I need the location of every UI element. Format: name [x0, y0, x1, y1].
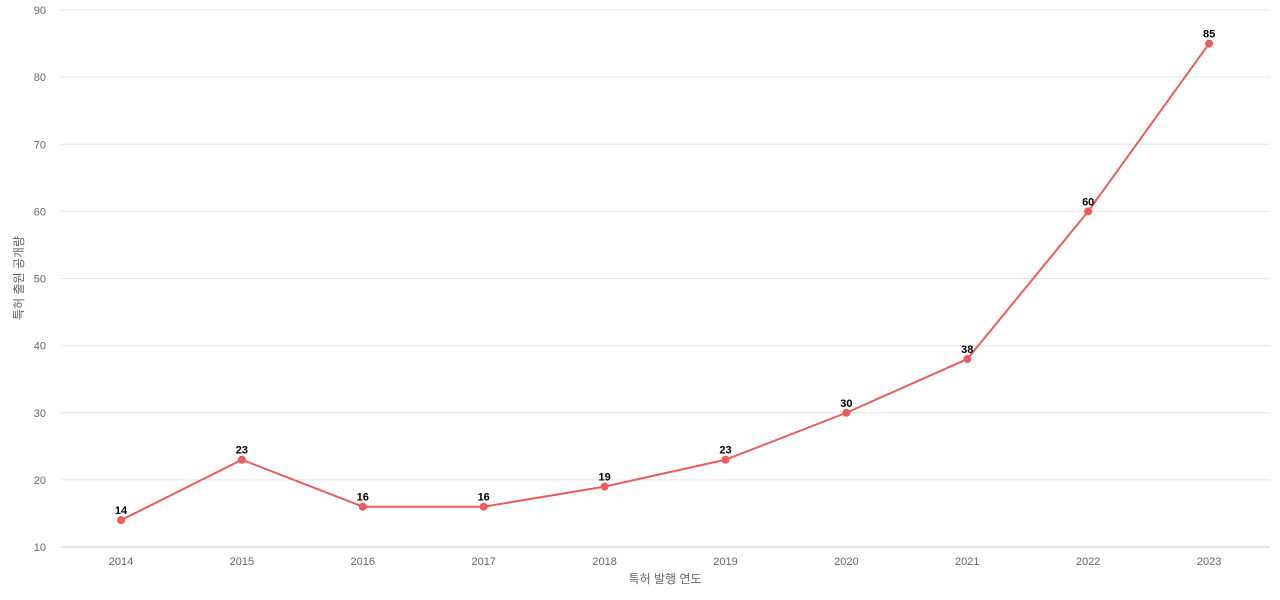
data-point	[358, 502, 367, 511]
y-tick-label: 20	[34, 475, 46, 487]
x-tick-label: 2021	[955, 556, 979, 568]
x-tick-label: 2017	[471, 556, 495, 568]
x-tick-label: 2022	[1076, 556, 1100, 568]
x-tick-label: 2018	[592, 556, 616, 568]
gridlines	[61, 9, 1270, 481]
x-axis: 2014 2015 2016 2017 2018 2019 2020 2021 2022 2023	[61, 546, 1270, 568]
data-label: 16	[357, 492, 369, 504]
data-labels: 14 23 16 16 19 23 30 38 60 85	[115, 29, 1215, 518]
y-tick-label: 80	[34, 72, 46, 84]
x-tick-label: 2019	[713, 556, 737, 568]
y-axis: 10 20 30 40 50 60 70 80 90	[34, 5, 46, 554]
data-point	[1205, 39, 1214, 48]
y-axis-title: 특허 출원 공개량	[12, 236, 26, 320]
data-point	[600, 482, 609, 491]
data-label: 38	[961, 344, 973, 356]
y-tick-label: 50	[34, 274, 46, 286]
data-label: 14	[115, 505, 128, 517]
x-tick-label: 2023	[1197, 556, 1221, 568]
data-label: 85	[1203, 29, 1215, 41]
data-label: 60	[1082, 196, 1094, 208]
data-label: 23	[236, 445, 248, 457]
y-tick-label: 60	[34, 206, 46, 218]
series-layer	[117, 39, 1214, 525]
data-label: 30	[840, 398, 852, 410]
y-tick-label: 90	[34, 5, 46, 17]
data-point	[117, 516, 125, 525]
data-point	[842, 408, 851, 417]
data-label: 19	[598, 472, 610, 484]
data-point	[963, 355, 972, 364]
x-tick-label: 2014	[109, 556, 133, 568]
x-tick-label: 2015	[230, 556, 254, 568]
x-tick-label: 2020	[834, 556, 858, 568]
y-tick-label: 70	[34, 139, 46, 151]
x-tick-label: 2016	[351, 556, 375, 568]
series-line	[120, 42, 1210, 522]
data-point	[721, 455, 730, 464]
data-point	[237, 455, 246, 464]
data-point	[1084, 207, 1093, 216]
data-point	[479, 502, 488, 511]
y-tick-label: 10	[34, 542, 46, 554]
x-axis-title: 특허 발행 연도	[629, 571, 702, 586]
data-label: 23	[719, 445, 731, 457]
y-tick-label: 40	[34, 341, 46, 353]
data-label: 16	[478, 492, 490, 504]
y-tick-label: 30	[34, 408, 46, 420]
